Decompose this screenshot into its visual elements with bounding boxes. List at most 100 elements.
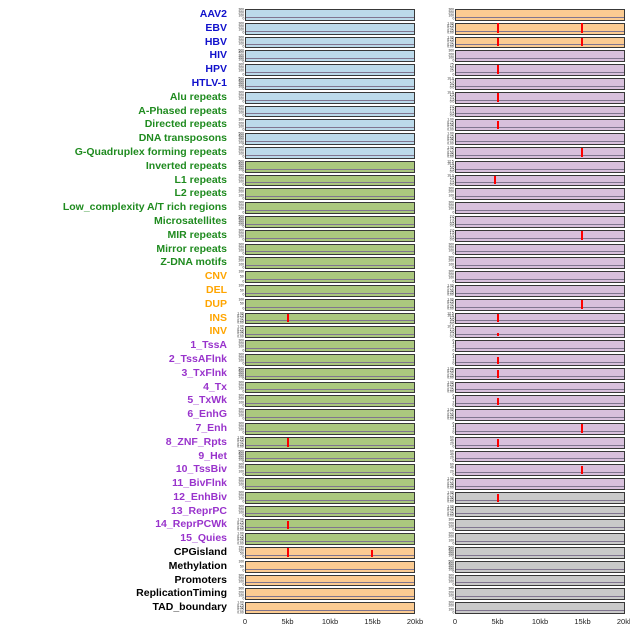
y-tick-label: 0.25	[237, 608, 244, 612]
y-tick-label: 300	[238, 477, 244, 481]
y-tick-label: 2.5	[449, 332, 454, 337]
y-tick-label: 0.00	[447, 293, 454, 297]
y-tick-label: 0.25	[447, 498, 454, 502]
y-tick-label: 0.00	[237, 445, 244, 449]
track-label: HPV	[205, 63, 227, 76]
left-y-axis-ticks: 300 200 100 0	[232, 35, 245, 49]
track-row: INS 1.00 0.75 0.50 0.25 0.00 12.5 10.0 7.5 5.0 2.5…	[0, 312, 630, 326]
y-tick-label: 10.0	[447, 313, 454, 318]
y-tick-label: 0	[242, 431, 244, 435]
right-y-axis-ticks: 10.0 7.5 5.0 2.5 0.0	[442, 174, 455, 187]
y-tick-label: 100	[238, 284, 244, 288]
left-y-axis-ticks: 300 200 100 0	[232, 408, 245, 421]
y-tick-label: 2.5	[449, 168, 454, 172]
y-tick-label: 100	[238, 168, 244, 172]
track-row: 15_Quies 1.00 0.75 0.50 0.25 0.00 300 200 100 0	[0, 532, 630, 546]
right-y-axis-ticks: 1.00 0.75 0.50 0.25 0.00	[442, 298, 455, 311]
y-tick-label: 100	[238, 249, 244, 253]
track-label: MIR repeats	[167, 228, 227, 241]
left-y-axis-ticks: 300 200 100 0	[232, 339, 245, 352]
y-tick-label: 100	[448, 538, 454, 543]
track-row: 4_Tx 300 200 100 0 1.00 0.75 0.50 0.25 0.00	[0, 381, 630, 395]
x-axis-tick-label: 15kb	[574, 617, 591, 627]
y-tick-label: 1.00	[447, 35, 454, 40]
y-tick-label: 0	[242, 225, 244, 230]
track-label: AAV2	[199, 8, 227, 20]
right-y-axis-ticks: 300 200 100 0	[442, 271, 455, 284]
track-row: EBV 300 200 100 0 1.00 0.75 0.50 0.25 0.00	[0, 22, 630, 36]
x-axis-tick-label: 20kb	[616, 617, 630, 627]
signal-baseline	[456, 458, 624, 460]
y-tick-label: 0	[242, 170, 244, 174]
left-track-panel	[245, 271, 415, 283]
signal-baseline	[456, 292, 624, 294]
left-track-panel	[245, 533, 415, 546]
y-tick-label: 100	[238, 560, 244, 564]
y-tick-label: 0.50	[237, 440, 244, 445]
y-tick-label: 200	[238, 66, 244, 70]
track-label: L1 repeats	[174, 173, 227, 186]
left-y-axis-ticks: 300 200 100 0	[232, 257, 245, 270]
track-row: 9_Het 500 400 300 200 100 0 60 40 20 0	[0, 450, 630, 464]
signal-baseline	[246, 209, 414, 211]
signal-spike	[581, 424, 583, 433]
y-tick-label: 200	[238, 384, 244, 388]
y-tick-label: 100	[238, 14, 244, 18]
track-label: Inverted repeats	[145, 159, 227, 172]
track-label: 1_TssA	[190, 339, 227, 352]
right-track-panel	[455, 215, 625, 228]
y-tick-label: 300	[238, 118, 244, 123]
right-track-panel	[455, 381, 625, 394]
y-tick-label: 0.75	[237, 603, 244, 608]
y-tick-label: 200	[238, 221, 244, 225]
y-tick-label: 300	[238, 201, 244, 205]
y-tick-label: 0.25	[447, 125, 454, 130]
y-tick-label: 200	[238, 149, 244, 153]
y-tick-label: 0	[242, 473, 244, 477]
y-tick-label: 300	[448, 187, 454, 192]
right-track-panel	[455, 533, 625, 546]
y-tick-label: 20	[450, 442, 454, 446]
right-y-axis-ticks: 1.00 0.75 0.50 0.25 0.00	[442, 367, 455, 380]
left-y-axis-ticks: 300 200 100 0	[232, 118, 245, 132]
signal-baseline	[456, 113, 624, 115]
y-tick-label: 1.0	[449, 220, 454, 224]
y-tick-label: 200	[448, 204, 454, 208]
y-tick-label: 0	[242, 390, 244, 394]
left-y-axis-ticks: 1.00 0.75 0.50 0.25 0.00	[232, 602, 245, 615]
track-row: 14_ReprPCWk 1.00 0.75 0.50 0.25 0.00 300 200 100…	[0, 518, 630, 532]
left-track-panel	[245, 284, 415, 297]
left-track-panel	[245, 36, 415, 49]
left-y-axis-ticks: 300 200 100 0	[232, 174, 245, 187]
right-track-panel	[455, 284, 625, 297]
y-tick-label: 0.25	[447, 153, 454, 157]
y-tick-label: 2.5	[449, 84, 454, 88]
y-tick-label: 100	[238, 69, 244, 74]
signal-baseline	[246, 58, 414, 60]
y-tick-label: 300	[448, 518, 454, 523]
y-tick-label: 100	[448, 568, 454, 572]
y-tick-label: 400	[238, 79, 244, 83]
left-y-axis-ticks: 500 400 300 200 100 0	[232, 133, 245, 147]
track-row: CNV 100 50 0 300 200 100 0	[0, 270, 630, 284]
right-y-axis-ticks: 500 400 300 200 100 0	[442, 546, 455, 560]
right-y-axis-ticks: 1.00 0.75 0.50 0.25 0.00	[442, 284, 455, 297]
y-tick-label: 0	[452, 473, 454, 477]
y-tick-label: 100	[238, 497, 244, 501]
left-track-panel	[245, 22, 415, 35]
y-tick-label: 10.0	[447, 162, 454, 166]
y-tick-label: 0	[242, 114, 244, 118]
y-tick-label: 200	[448, 552, 454, 557]
signal-baseline	[246, 458, 414, 460]
y-tick-label: 300	[238, 53, 244, 58]
y-tick-label: 0	[242, 597, 244, 601]
right-y-axis-ticks: 1.00 0.75 0.50 0.25 0.00	[442, 505, 455, 518]
y-tick-label: 200	[238, 246, 244, 250]
signal-baseline	[456, 416, 624, 418]
signal-baseline	[456, 251, 624, 253]
y-tick-label: 300	[238, 35, 244, 40]
y-tick-label: 0	[452, 279, 454, 284]
signal-spike	[493, 176, 496, 185]
